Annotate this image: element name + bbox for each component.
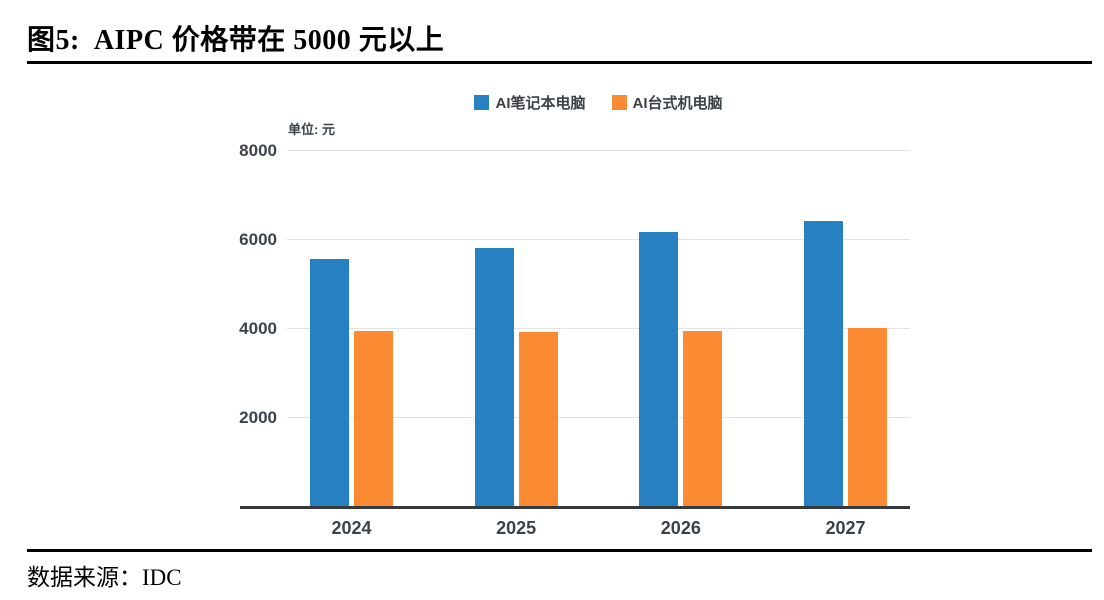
data-source: 数据来源：IDC bbox=[27, 565, 182, 590]
xtick-label-2025: 2025 bbox=[496, 518, 537, 538]
gridline-6000 bbox=[287, 239, 910, 240]
legend-label-0: AI笔记本电脑 bbox=[495, 95, 586, 112]
figure-label: 图5: bbox=[27, 25, 80, 56]
chart-legend: AI笔记本电脑 AI台式机电脑 bbox=[287, 92, 910, 113]
unit-label: 单位: 元 bbox=[288, 122, 335, 137]
bar-series0-2024 bbox=[310, 259, 349, 506]
ytick-label-2000: 2000 bbox=[239, 408, 277, 427]
xtick-label-2026: 2026 bbox=[660, 518, 701, 538]
legend-swatch-0 bbox=[474, 95, 490, 110]
legend-item-1: AI台式机电脑 bbox=[611, 92, 723, 113]
bar-series1-2026 bbox=[683, 331, 723, 506]
ytick-label-8000: 8000 bbox=[239, 141, 277, 160]
figure-header: 图5: AIPC 价格带在 5000 元以上 bbox=[27, 18, 1092, 58]
legend-label-1: AI台式机电脑 bbox=[632, 95, 723, 112]
bar-series1-2025 bbox=[518, 331, 558, 506]
plot-area: 2000 4000 6000 8000 2024 2025 2026 2027 bbox=[239, 142, 910, 538]
footer-divider bbox=[27, 549, 1092, 552]
x-axis-line bbox=[240, 506, 910, 509]
bar-series0-2027 bbox=[804, 221, 843, 506]
xtick-label-2024: 2024 bbox=[331, 518, 372, 538]
ytick-label-4000: 4000 bbox=[239, 319, 277, 338]
bar-series1-2027 bbox=[848, 328, 887, 506]
ytick-label-6000: 6000 bbox=[239, 230, 277, 249]
legend-swatch-1 bbox=[611, 95, 627, 110]
figure-title-text: AIPC 价格带在 5000 元以上 bbox=[93, 25, 445, 56]
xtick-label-2027: 2027 bbox=[825, 518, 866, 538]
bar-series0-2025 bbox=[474, 247, 514, 506]
legend-item-0: AI笔记本电脑 bbox=[474, 92, 586, 113]
bar-series0-2026 bbox=[639, 232, 679, 506]
title-underline bbox=[27, 61, 1092, 64]
gridline-4000 bbox=[287, 328, 910, 329]
figure-title: 图5: AIPC 价格带在 5000 元以上 bbox=[27, 18, 1092, 58]
bar-series1-2024 bbox=[354, 331, 393, 506]
gridline-2000 bbox=[287, 417, 910, 418]
gridline-8000 bbox=[287, 150, 910, 151]
